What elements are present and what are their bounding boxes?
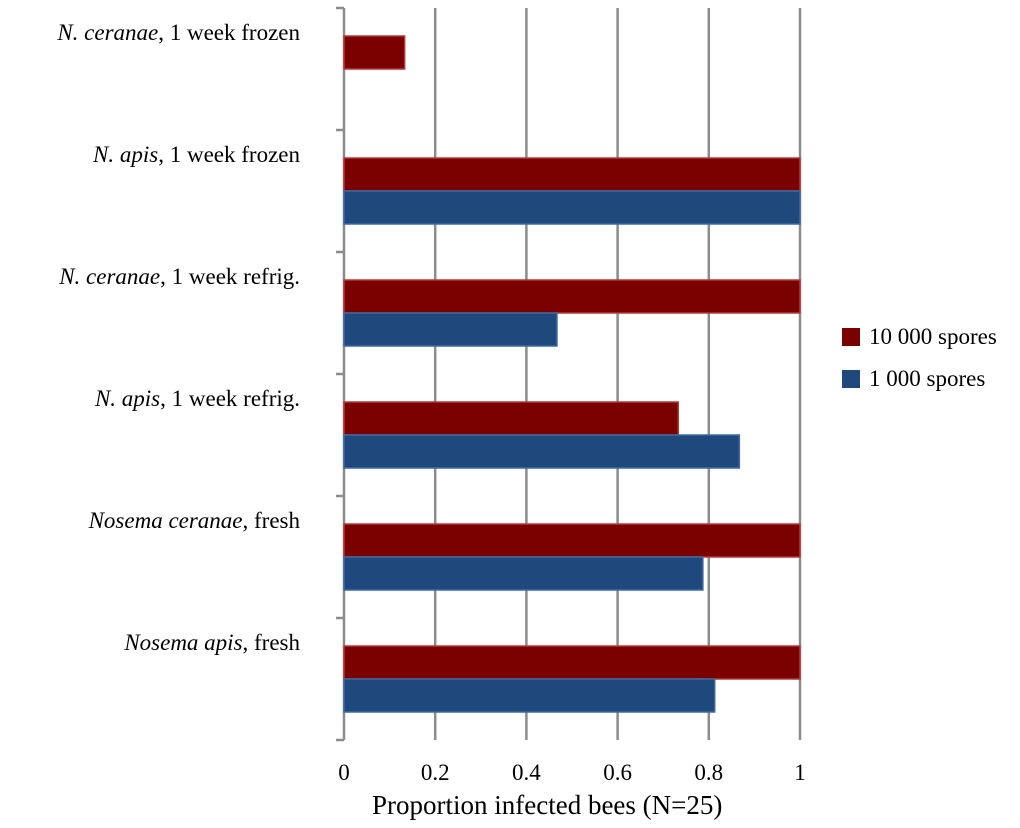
category-condition-4: , 1 week refrig. [160,264,300,289]
category-species-3: N. apis [94,386,161,411]
x-tick-label-0.8: 0.8 [694,760,723,785]
legend-swatch-series-2 [842,370,860,388]
category-condition-1: , fresh [242,630,300,655]
bar-series-2-cat-5 [343,190,801,225]
bar-series-2-cat-2 [343,556,704,591]
legend-label-series-2: 1 000 spores [869,366,986,391]
x-axis-title: Proportion infected bees (N=25) [372,790,723,820]
x-tick-label-0.4: 0.4 [512,760,541,785]
legend-swatch-series-1 [842,328,860,346]
category-label-1: Nosema apis, fresh [124,630,300,656]
category-label-6: N. ceranae, 1 week frozen [57,20,300,46]
category-species-2: Nosema ceranae [88,508,243,533]
category-species-6: N. ceranae [57,20,159,45]
bar-series-1-cat-6 [343,35,406,70]
legend-item-series-1: 10 000 spores [842,316,997,358]
bar-series-1-cat-4 [343,279,801,314]
category-condition-3: , 1 week refrig. [160,386,300,411]
category-label-2: Nosema ceranae, fresh [89,508,300,534]
legend: 10 000 spores 1 000 spores [842,316,997,400]
category-condition-2: , fresh [242,508,300,533]
category-label-3: N. apis, 1 week refrig. [95,386,300,412]
legend-label-series-1: 10 000 spores [869,324,997,349]
x-tick-label-0: 0 [338,760,350,785]
category-label-4: N. ceranae, 1 week refrig. [59,264,300,290]
bar-series-1-cat-3 [343,401,679,436]
bar-series-2-cat-1 [343,678,716,713]
bar-series-1-cat-1 [343,645,801,680]
x-tick-label-1: 1 [794,760,806,785]
category-condition-6: , 1 week frozen [158,20,300,45]
bar-series-2-cat-4 [343,312,558,347]
category-label-5: N. apis, 1 week frozen [93,142,300,168]
category-species-1: Nosema apis [124,630,243,655]
x-tick-label-0.2: 0.2 [421,760,450,785]
bar-series-2-cat-3 [343,434,741,469]
bar-series-1-cat-5 [343,157,801,192]
bar-series-1-cat-2 [343,523,801,558]
category-condition-5: , 1 week frozen [158,142,300,167]
legend-item-series-2: 1 000 spores [842,358,997,400]
category-species-5: N. apis [93,142,159,167]
x-tick-label-0.6: 0.6 [603,760,632,785]
category-species-4: N. ceranae [59,264,161,289]
